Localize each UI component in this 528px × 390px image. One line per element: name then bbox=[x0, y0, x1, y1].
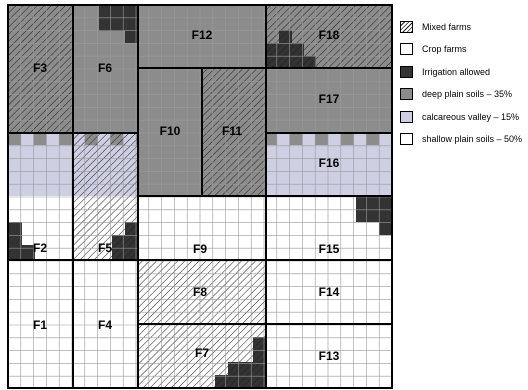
irrigation-cell bbox=[8, 222, 22, 260]
farm-label-f13: F13 bbox=[319, 349, 340, 363]
legend-label-irrigation: Irrigation allowed bbox=[422, 66, 491, 77]
soil-transition-cell bbox=[340, 133, 354, 145]
farm-label-f11: F11 bbox=[222, 124, 242, 138]
legend-label-mixed: Mixed farms bbox=[422, 22, 472, 32]
farm-map: F1 F2 F3 F4 F5 F6 F7 F8 F9 F10 F11 F12 F13 F14 F15 F16 F… bbox=[7, 4, 393, 389]
legend-item-irrigation: Irrigation allowed bbox=[400, 65, 526, 80]
farm-label-f7: F7 bbox=[195, 346, 209, 360]
legend-label-crop: Crop farms bbox=[422, 44, 467, 55]
legend-swatch-deep bbox=[400, 88, 413, 101]
legend-item-mixed: Mixed farms bbox=[400, 20, 526, 35]
mixed-hatch-f8 bbox=[138, 260, 266, 324]
legend-label-shallow: shallow plain soils – 50% bbox=[422, 133, 523, 144]
farm-label-f14: F14 bbox=[319, 285, 340, 299]
farm-label-f3: F3 bbox=[33, 61, 47, 75]
farm-label-f12: F12 bbox=[192, 28, 213, 42]
soil-transition-cell bbox=[315, 133, 328, 145]
farm-label-f17: F17 bbox=[319, 92, 340, 106]
farm-label-f8: F8 bbox=[193, 285, 207, 299]
irrigation-cell bbox=[125, 5, 138, 43]
soil-transition-cell bbox=[59, 133, 72, 145]
farm-label-f6: F6 bbox=[98, 61, 112, 75]
farm-label-f4: F4 bbox=[98, 318, 112, 332]
soil-deep-f17 bbox=[266, 68, 392, 133]
farm-label-f16: F16 bbox=[319, 156, 340, 170]
farm-label-f1: F1 bbox=[33, 318, 47, 332]
soil-transition-cell bbox=[33, 133, 47, 145]
map-border bbox=[7, 4, 393, 389]
irrigation-cell bbox=[356, 196, 392, 222]
farm-label-f10: F10 bbox=[160, 124, 181, 138]
soil-transition-cell bbox=[264, 133, 277, 145]
legend-label-calcareous: calcareous valley – 15% bbox=[422, 111, 520, 122]
legend-label-deep: deep plain soils – 35% bbox=[422, 89, 513, 100]
mixed-hatch-f5 bbox=[73, 133, 138, 260]
mixed-hatch-f18 bbox=[266, 5, 392, 68]
farm-label-f2: F2 bbox=[33, 241, 47, 255]
legend-swatch-calcareous bbox=[400, 110, 413, 123]
soil-transition-cell bbox=[289, 133, 303, 145]
soil-transition-cell bbox=[8, 133, 21, 145]
legend-item-crop: Crop farms bbox=[400, 42, 526, 57]
legend-swatch-shallow bbox=[400, 132, 413, 145]
farm-label-f18: F18 bbox=[319, 28, 340, 42]
mixed-hatch-f7 bbox=[138, 324, 266, 388]
legend: Mixed farms Crop farms Irrigation allowe… bbox=[400, 20, 526, 154]
soil-transition-cell bbox=[366, 133, 380, 145]
legend-swatch-crop bbox=[400, 43, 413, 56]
irrigation-cell bbox=[22, 245, 35, 260]
farm-label-f5: F5 bbox=[98, 241, 112, 255]
legend-item-shallow: shallow plain soils – 50% bbox=[400, 132, 526, 147]
soil-transition-cell bbox=[187, 133, 200, 145]
legend-item-calcareous: calcareous valley – 15% bbox=[400, 110, 526, 125]
soil-transition-cell bbox=[161, 133, 175, 145]
legend-swatch-irrigation bbox=[400, 65, 413, 78]
soil-deep-f12 bbox=[138, 5, 266, 68]
soil-transition-cell bbox=[136, 133, 149, 145]
legend-swatch-mixed bbox=[400, 21, 413, 33]
irrigation-cell bbox=[379, 222, 392, 235]
legend-item-deep: deep plain soils – 35% bbox=[400, 87, 526, 102]
farm-label-f15: F15 bbox=[319, 242, 340, 256]
farm-label-f9: F9 bbox=[193, 242, 207, 256]
